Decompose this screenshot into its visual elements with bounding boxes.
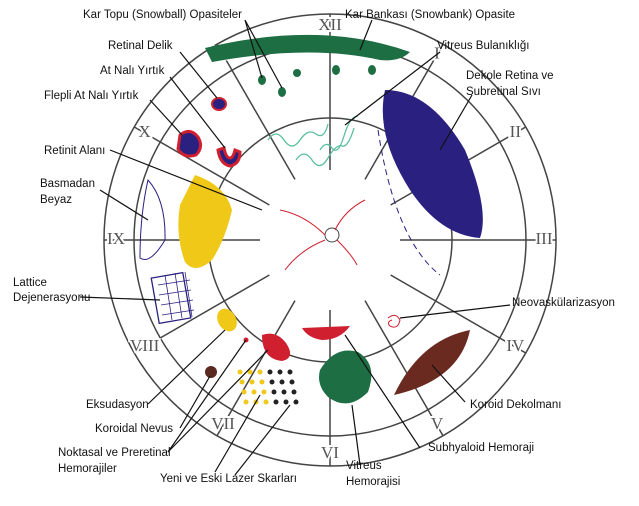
laser-scar: [280, 380, 285, 385]
label: Dejenerasyonu: [13, 292, 90, 304]
labels: Kar Topu (Snowball) Opasiteler Kar Banka…: [13, 9, 615, 488]
label: Kar Topu (Snowball) Opasiteler: [83, 9, 242, 21]
choroidal-nevus: [205, 366, 217, 378]
label: Beyaz: [40, 194, 72, 206]
label: Hemorajisi: [346, 476, 400, 488]
snowballs: [258, 65, 376, 97]
neovascularization: [388, 315, 400, 327]
laser-scar: [290, 380, 295, 385]
laser-scar: [242, 390, 247, 395]
label: Neovaskülarizasyon: [512, 297, 615, 309]
retina-diagram: XIIIIIIIIIVVVIVIIVIIIIXXXI: [0, 0, 639, 506]
label: Dekole Retina ve: [466, 70, 554, 82]
lattice-grid: [158, 272, 194, 320]
laser-scar: [262, 390, 267, 395]
label: Kar Bankası (Snowbank) Opasite: [345, 9, 515, 21]
clock-numeral: IX: [107, 229, 125, 248]
laser-scar: [244, 400, 249, 405]
preretinal-hemorrhage: [262, 334, 290, 361]
laser-scar: [250, 380, 255, 385]
laser-scar: [272, 390, 277, 395]
laser-scar: [268, 370, 273, 375]
laser-scar: [294, 400, 299, 405]
label: At Nalı Yırtık: [100, 65, 165, 77]
laser-scar: [278, 370, 283, 375]
label: Retinit Alanı: [44, 145, 105, 157]
label: Koroidal Nevus: [95, 423, 173, 435]
snowbank: [205, 35, 410, 62]
label: Noktasal ve Preretinal: [58, 447, 171, 459]
label: Basmadan: [40, 178, 95, 190]
clock-numeral: VII: [211, 414, 235, 433]
laser-scar: [264, 400, 269, 405]
label: Vitreus Bulanıklığı: [437, 40, 529, 52]
laser-scar: [240, 380, 245, 385]
clock-numeral: IV: [506, 336, 525, 355]
clock-numeral: III: [536, 229, 553, 248]
vitreous-floaters: [268, 116, 358, 166]
laser-scar: [252, 390, 257, 395]
laser-scar: [238, 370, 243, 375]
label: Eksudasyon: [86, 399, 149, 411]
laser-scar: [288, 370, 293, 375]
detached-retina: [383, 90, 483, 238]
clock-numeral: X: [139, 122, 151, 141]
clock-numeral: XII: [318, 15, 342, 34]
label: Yeni ve Eski Lazer Skarları: [160, 473, 297, 485]
subhyaloid-hemorrhage: [302, 326, 350, 340]
laser-scar: [258, 370, 263, 375]
laser-scar: [282, 390, 287, 395]
clock-numeral: VI: [321, 443, 339, 462]
retinal-hole: [212, 98, 226, 110]
exudate: [213, 305, 241, 335]
clock-numeral: VIII: [130, 336, 160, 355]
white-without-pressure: [140, 180, 165, 260]
clock-numeral: V: [431, 414, 444, 433]
laser-scar: [260, 380, 265, 385]
vessels: [280, 200, 365, 270]
label: Flepli At Nalı Yırtık: [44, 90, 139, 102]
vitreous-hemorrhage: [319, 350, 371, 403]
label: Lattice: [13, 277, 47, 289]
label: Vitreus: [346, 460, 382, 472]
label: Koroid Dekolmanı: [470, 399, 561, 411]
optic-disc: [325, 228, 339, 242]
laser-scar: [270, 380, 275, 385]
label: Retinal Delik: [108, 40, 173, 52]
retinitis: [178, 175, 232, 268]
laser-scar: [274, 400, 279, 405]
label: Subretinal Sıvı: [466, 86, 541, 98]
label: Subhyaloid Hemoraji: [428, 442, 534, 454]
laser-scar: [284, 400, 289, 405]
horseshoe-tear: [218, 148, 240, 166]
label: Hemorajiler: [58, 463, 117, 475]
choroidal-detachment: [394, 330, 470, 395]
laser-scar: [292, 390, 297, 395]
clock-numeral: II: [510, 122, 522, 141]
laser-scars: [238, 370, 299, 405]
